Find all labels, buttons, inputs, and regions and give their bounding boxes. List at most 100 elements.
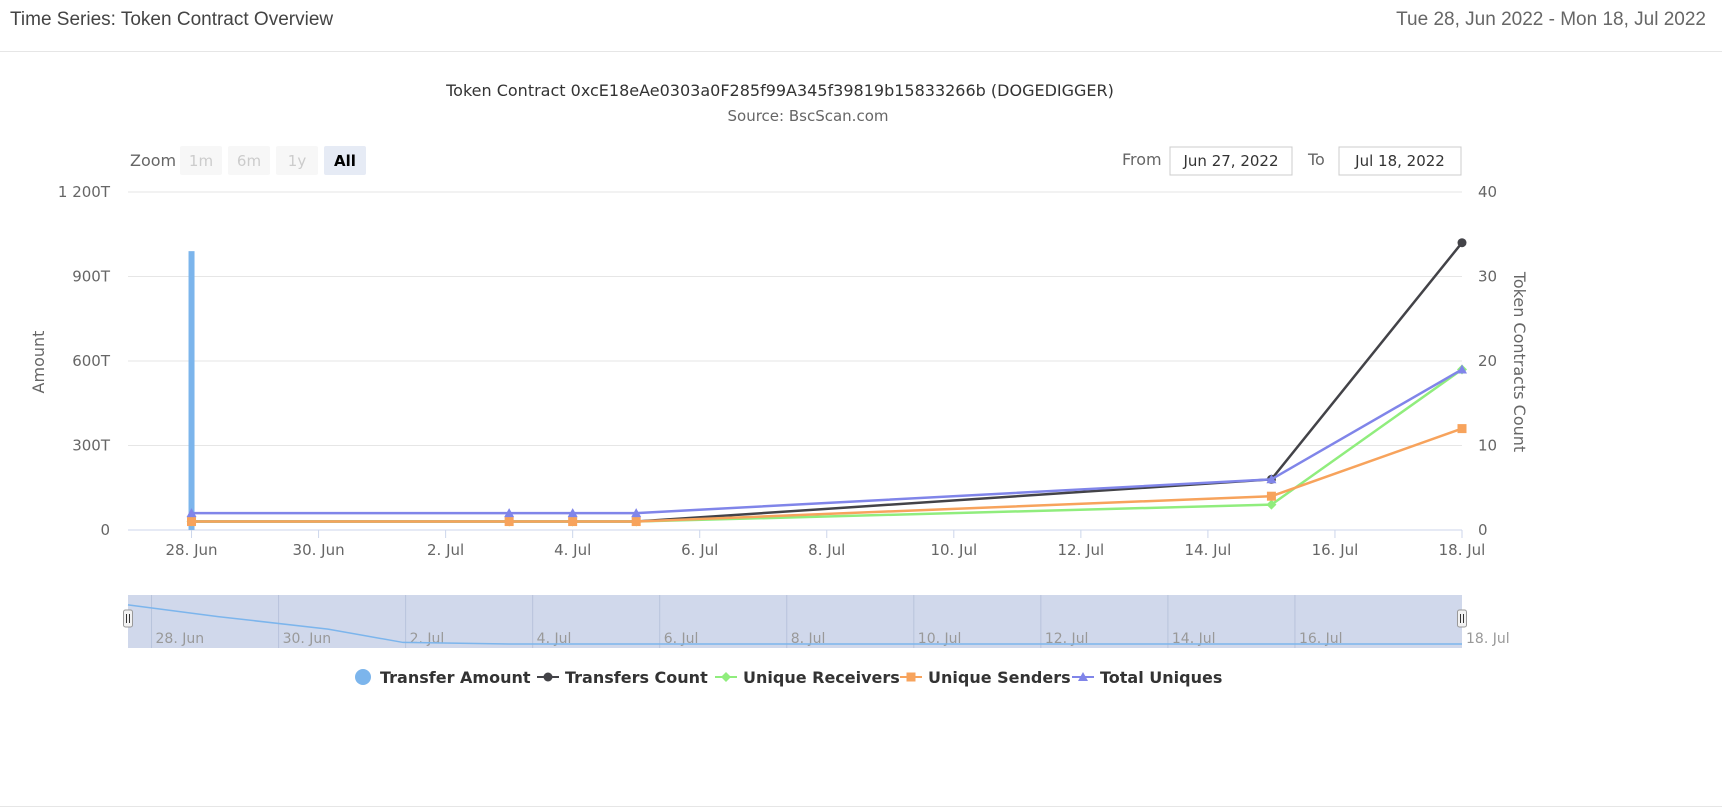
- zoom-button-label: 6m: [237, 152, 261, 170]
- unique-senders-point: [631, 517, 641, 527]
- unique-receivers-point: [1266, 499, 1277, 510]
- chart-subtitle: Source: BscScan.com: [728, 107, 889, 125]
- to-label: To: [1307, 150, 1325, 169]
- x-tick-label: 30. Jun: [293, 541, 345, 559]
- zoom-buttons: 1m 6m 1y All: [180, 146, 366, 175]
- to-date-input[interactable]: Jul 18, 2022: [1338, 146, 1462, 176]
- navigator-mask: [128, 595, 1462, 648]
- y-axis-left-ticks: 0 300T 600T 900T 1 200T: [58, 183, 111, 539]
- legend-symbol: [1078, 672, 1088, 681]
- navigator-tick-label: 6. Jul: [664, 631, 699, 647]
- plot-area: [186, 238, 1467, 530]
- series-total-uniques: [186, 364, 1467, 518]
- zoom-button-label: 1y: [288, 152, 307, 170]
- total-uniques-line: [191, 368, 1463, 515]
- legend-item-unique-receivers[interactable]: Unique Receivers: [715, 668, 900, 687]
- total-uniques-point: [1457, 364, 1467, 374]
- unique-senders-point: [1457, 424, 1467, 434]
- zoom-button-1y[interactable]: 1y: [276, 146, 318, 175]
- y-left-tick-label: 900T: [72, 268, 111, 286]
- zoom-button-6m[interactable]: 6m: [228, 146, 270, 175]
- total-uniques-point: [567, 508, 578, 518]
- x-axis: 28. Jun 30. Jun 2. Jul 4. Jul 6. Jul 8. Jul 10…: [128, 529, 1486, 559]
- series-transfer-amount: [188, 251, 195, 530]
- range-selector: Zoom 1m 6m 1y All From Jun 27, 2022 To Jul …: [130, 146, 1462, 176]
- y-left-tick-label: 1 200T: [58, 183, 111, 201]
- legend-label: Unique Senders: [928, 668, 1071, 687]
- legend-item-transfers-count[interactable]: Transfers Count: [537, 668, 708, 687]
- navigator-tick-label: 4. Jul: [537, 631, 572, 647]
- y-axis-right-title: Token Contracts Count: [1510, 271, 1529, 452]
- y-left-tick-label: 600T: [72, 352, 111, 370]
- from-date-value: Jun 27, 2022: [1182, 152, 1278, 170]
- legend-symbol: [721, 672, 731, 682]
- navigator-tick-label: 8. Jul: [791, 631, 826, 647]
- legend-symbol: [906, 672, 916, 682]
- page-title: Time Series: Token Contract Overview: [10, 9, 334, 30]
- legend: Transfer Amount Transfers Count Unique Rec…: [355, 668, 1222, 687]
- x-tick-label: 18. Jul: [1439, 541, 1486, 559]
- zoom-label: Zoom: [130, 151, 176, 170]
- unique-senders-line: [191, 427, 1463, 523]
- y-right-tick-label: 20: [1478, 352, 1497, 370]
- navigator-tick-label: 14. Jul: [1172, 631, 1216, 647]
- total-uniques-point: [631, 508, 642, 518]
- zoom-button-all[interactable]: All: [324, 146, 366, 175]
- y-right-tick-label: 40: [1478, 183, 1497, 201]
- x-tick-label: 8. Jul: [808, 541, 845, 559]
- y-right-tick-label: 30: [1478, 268, 1497, 286]
- y-right-tick-label: 0: [1478, 521, 1488, 539]
- x-tick-label: 10. Jul: [930, 541, 977, 559]
- y-axis-left-title: Amount: [29, 331, 48, 394]
- x-tick-label: 14. Jul: [1185, 541, 1232, 559]
- to-date-value: Jul 18, 2022: [1354, 152, 1445, 170]
- from-label: From: [1122, 150, 1162, 169]
- x-tick-label: 28. Jun: [165, 541, 217, 559]
- bottom-divider: [0, 806, 1722, 807]
- token-contract-chart: Token Contract 0xcE18eAe0303a0F285f99A34…: [29, 81, 1529, 687]
- legend-item-unique-senders[interactable]: Unique Senders: [900, 668, 1071, 687]
- y-axis-right-ticks: 0 10 20 30 40: [1478, 183, 1497, 539]
- navigator-tick-label: 12. Jul: [1045, 631, 1089, 647]
- navigator-series: [127, 604, 1462, 645]
- navigator-tick-label: 10. Jul: [918, 631, 962, 647]
- total-uniques-point: [186, 508, 197, 518]
- zoom-button-1m[interactable]: 1m: [180, 146, 222, 175]
- unique-senders-point: [187, 517, 197, 527]
- legend-symbol: [543, 672, 553, 682]
- legend-label: Unique Receivers: [743, 668, 900, 687]
- navigator-tick-label: 30. Jun: [283, 631, 332, 647]
- from-date-input[interactable]: Jun 27, 2022: [1169, 146, 1293, 176]
- transfer-amount-bar: [188, 251, 195, 530]
- legend-label: Total Uniques: [1100, 668, 1222, 687]
- y-left-tick-label: 300T: [72, 437, 111, 455]
- transfers-count-point: [1457, 238, 1467, 248]
- x-tick-label: 6. Jul: [681, 541, 718, 559]
- x-tick-label: 12. Jul: [1057, 541, 1104, 559]
- x-tick-label: 2. Jul: [427, 541, 464, 559]
- y-right-tick-label: 10: [1478, 437, 1497, 455]
- navigator-tick-label: 16. Jul: [1299, 631, 1343, 647]
- legend-item-total-uniques[interactable]: Total Uniques: [1072, 668, 1222, 687]
- navigator-handle-left[interactable]: [123, 609, 133, 628]
- legend-symbol: [355, 669, 371, 685]
- unique-senders-point: [1266, 491, 1276, 501]
- total-uniques-point: [1266, 474, 1277, 484]
- unique-senders-point: [504, 517, 514, 527]
- legend-item-transfer-amount[interactable]: Transfer Amount: [355, 668, 531, 687]
- navigator-tick-label: 28. Jun: [156, 631, 205, 647]
- legend-label: Transfer Amount: [380, 668, 531, 687]
- navigator-tick-label: 2. Jul: [410, 631, 445, 647]
- navigator-handle-right[interactable]: [1457, 609, 1467, 628]
- chart-card: Token Contract 0xcE18eAe0303a0F285f99A34…: [10, 52, 1710, 804]
- total-uniques-point: [504, 508, 515, 518]
- chart-title: Token Contract 0xcE18eAe0303a0F285f99A34…: [445, 81, 1114, 100]
- unique-senders-point: [568, 517, 578, 527]
- legend-label: Transfers Count: [565, 668, 708, 687]
- date-range-label: Tue 28, Jun 2022 - Mon 18, Jul 2022: [1396, 9, 1706, 30]
- zoom-button-label: 1m: [189, 152, 213, 170]
- page-header: Time Series: Token Contract Overview Tue…: [0, 0, 1722, 52]
- zoom-button-label: All: [334, 152, 356, 170]
- x-tick-label: 16. Jul: [1312, 541, 1359, 559]
- navigator[interactable]: 28. Jun 30. Jun 2. Jul 4. Jul 6. Jul 8. Jul 10…: [123, 595, 1510, 648]
